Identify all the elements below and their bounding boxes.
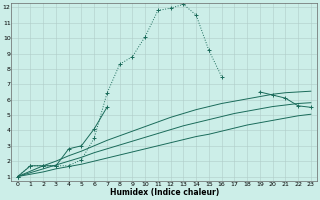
X-axis label: Humidex (Indice chaleur): Humidex (Indice chaleur) — [110, 188, 219, 197]
